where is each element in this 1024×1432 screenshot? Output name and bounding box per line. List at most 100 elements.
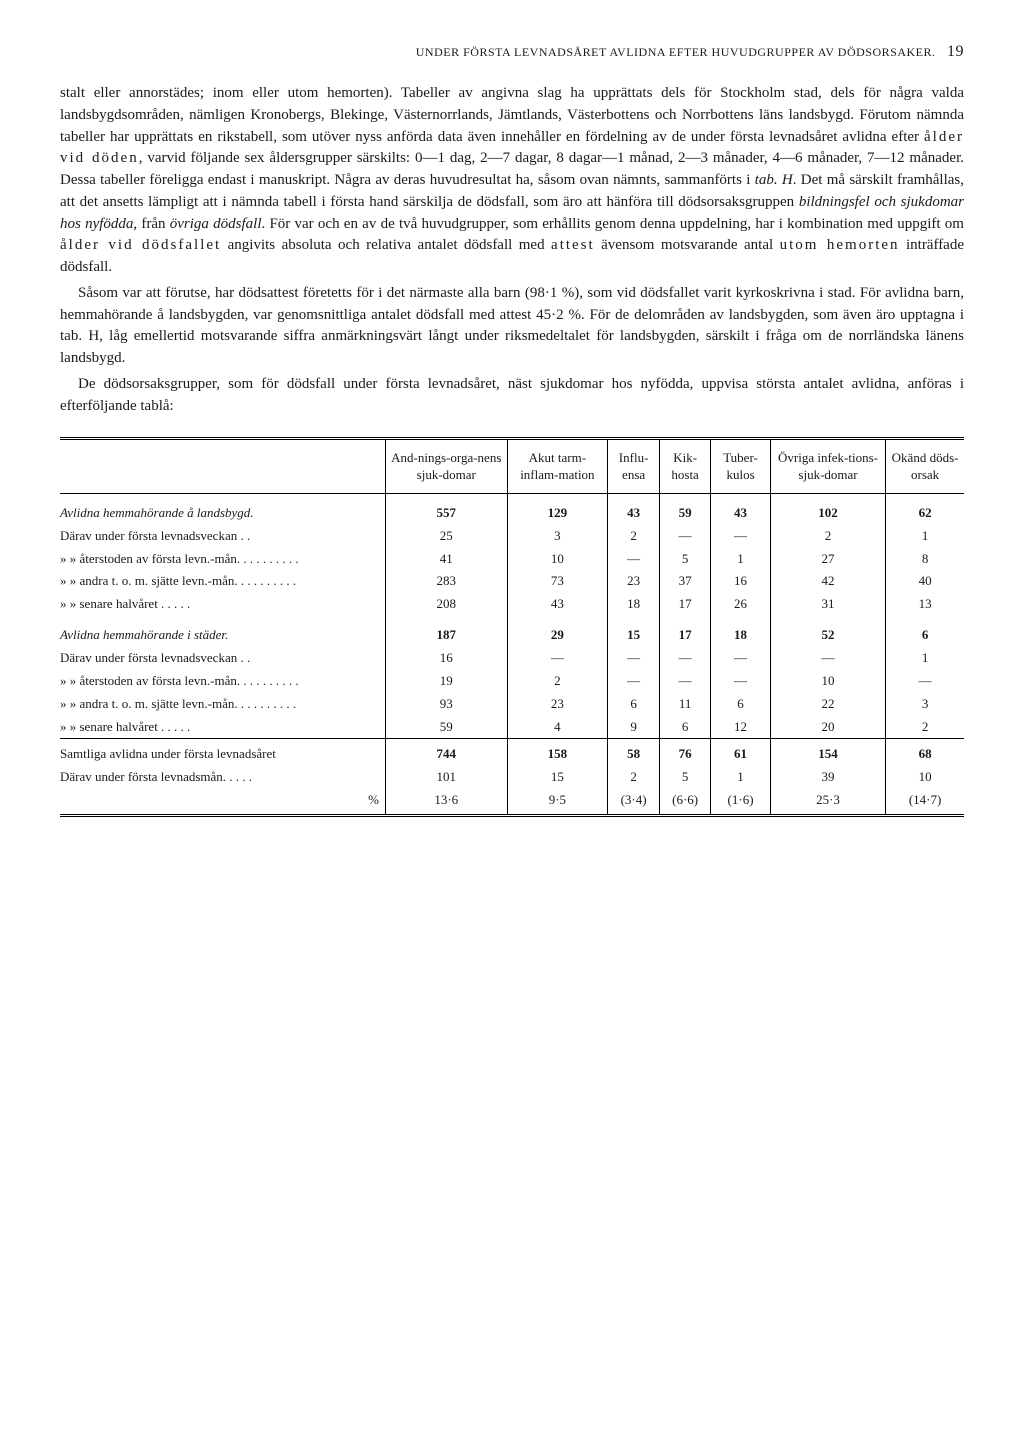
- cell: 37: [660, 570, 711, 593]
- cell: 283: [385, 570, 507, 593]
- paragraph-3: De dödsorsaksgrupper, som för dödsfall u…: [60, 374, 964, 418]
- cell: —: [608, 670, 660, 693]
- paragraph-2: Såsom var att förutse, har dödsattest fö…: [60, 283, 964, 370]
- cell: 17: [660, 593, 711, 616]
- row-label: » » senare halvåret . . . . .: [60, 593, 385, 616]
- cell: (6·6): [660, 789, 711, 815]
- cell: 73: [507, 570, 608, 593]
- cell: 43: [507, 593, 608, 616]
- cell: 1: [886, 525, 964, 548]
- row-label: Avlidna hemmahörande å landsbygd.: [60, 493, 385, 524]
- row-label: Samtliga avlidna under första levnadsåre…: [60, 739, 385, 766]
- cell: 59: [660, 493, 711, 524]
- row-label: Därav under första levnadsveckan . .: [60, 525, 385, 548]
- cell: 15: [507, 766, 608, 789]
- cell: 158: [507, 739, 608, 766]
- cell: 76: [660, 739, 711, 766]
- cell: 58: [608, 739, 660, 766]
- col-header-4: Kik-hosta: [660, 439, 711, 494]
- cell: 6: [886, 616, 964, 647]
- table-row: Därav under första levnadsmån. . . . . 10…: [60, 766, 964, 789]
- cell: 1: [711, 548, 771, 571]
- cell: 9: [608, 716, 660, 739]
- cell: 12: [711, 716, 771, 739]
- row-label: » » återstoden av första levn.-mån. . . …: [60, 548, 385, 571]
- table-row: Samtliga avlidna under första levnadsåre…: [60, 739, 964, 766]
- cell: 3: [507, 525, 608, 548]
- cell: 39: [770, 766, 885, 789]
- cell: 208: [385, 593, 507, 616]
- table-row: Avlidna hemmahörande i städer.1872915171…: [60, 616, 964, 647]
- cell: 102: [770, 493, 885, 524]
- table-row: Därav under första levnadsveckan . .16——…: [60, 647, 964, 670]
- page-number: 19: [947, 43, 964, 60]
- cell: 16: [711, 570, 771, 593]
- cell: 41: [385, 548, 507, 571]
- cell: 17: [660, 616, 711, 647]
- cell: 4: [507, 716, 608, 739]
- cell: 42: [770, 570, 885, 593]
- row-label: Avlidna hemmahörande i städer.: [60, 616, 385, 647]
- col-header-6: Övriga infek-tions-sjuk-domar: [770, 439, 885, 494]
- cell: 2: [886, 716, 964, 739]
- table-row: » » senare halvåret . . . . .20843181726…: [60, 593, 964, 616]
- running-header: UNDER FÖRSTA LEVNADSÅRET AVLIDNA EFTER H…: [60, 40, 964, 63]
- cell: 187: [385, 616, 507, 647]
- cell: 22: [770, 693, 885, 716]
- cell: 6: [711, 693, 771, 716]
- table-row: Avlidna hemmahörande å landsbygd.5571294…: [60, 493, 964, 524]
- cell: 1: [886, 647, 964, 670]
- table-row: » » andra t. o. m. sjätte levn.-mån. . .…: [60, 693, 964, 716]
- row-label: » » återstoden av första levn.-mån. . . …: [60, 670, 385, 693]
- row-label: » » andra t. o. m. sjätte levn.-mån. . .…: [60, 693, 385, 716]
- cell: —: [660, 670, 711, 693]
- cell: 6: [660, 716, 711, 739]
- cell: 20: [770, 716, 885, 739]
- cell: 5: [660, 548, 711, 571]
- cell: 10: [886, 766, 964, 789]
- cell: 26: [711, 593, 771, 616]
- col-header-7: Okänd döds-orsak: [886, 439, 964, 494]
- cell: (1·6): [711, 789, 771, 815]
- running-title: UNDER FÖRSTA LEVNADSÅRET AVLIDNA EFTER H…: [416, 45, 936, 59]
- paragraph-1: stalt eller annorstädes; inom eller utom…: [60, 83, 964, 279]
- cell: —: [711, 670, 771, 693]
- cell: 29: [507, 616, 608, 647]
- cell: —: [608, 548, 660, 571]
- cell: 129: [507, 493, 608, 524]
- cell: 13·6: [385, 789, 507, 815]
- cell: —: [711, 647, 771, 670]
- cell: 23: [608, 570, 660, 593]
- cell: 23: [507, 693, 608, 716]
- row-label: Därav under första levnadsmån. . . . .: [60, 766, 385, 789]
- cell: 10: [507, 548, 608, 571]
- cell: 10: [770, 670, 885, 693]
- cell: 62: [886, 493, 964, 524]
- cell: 16: [385, 647, 507, 670]
- cell: —: [507, 647, 608, 670]
- cell: 43: [608, 493, 660, 524]
- table-row: %13·69·5(3·4)(6·6)(1·6)25·3(14·7): [60, 789, 964, 815]
- table-row: » » senare halvåret . . . . .5949612202: [60, 716, 964, 739]
- table-row: » » andra t. o. m. sjätte levn.-mån. . .…: [60, 570, 964, 593]
- cell: 59: [385, 716, 507, 739]
- cell: 3: [886, 693, 964, 716]
- cell: —: [886, 670, 964, 693]
- cell: 25·3: [770, 789, 885, 815]
- cell: 744: [385, 739, 507, 766]
- cell: 9·5: [507, 789, 608, 815]
- cell: (14·7): [886, 789, 964, 815]
- row-label: Därav under första levnadsveckan . .: [60, 647, 385, 670]
- col-header-1: And-nings-orga-nens sjuk-domar: [385, 439, 507, 494]
- cell: 93: [385, 693, 507, 716]
- cell: 2: [608, 766, 660, 789]
- cell: 40: [886, 570, 964, 593]
- cell: 19: [385, 670, 507, 693]
- cell: —: [608, 647, 660, 670]
- cell: —: [660, 647, 711, 670]
- cell: 18: [711, 616, 771, 647]
- cell: 6: [608, 693, 660, 716]
- cell: (3·4): [608, 789, 660, 815]
- mortality-table: And-nings-orga-nens sjuk-domarAkut tarm-…: [60, 437, 964, 816]
- row-label: » » andra t. o. m. sjätte levn.-mån. . .…: [60, 570, 385, 593]
